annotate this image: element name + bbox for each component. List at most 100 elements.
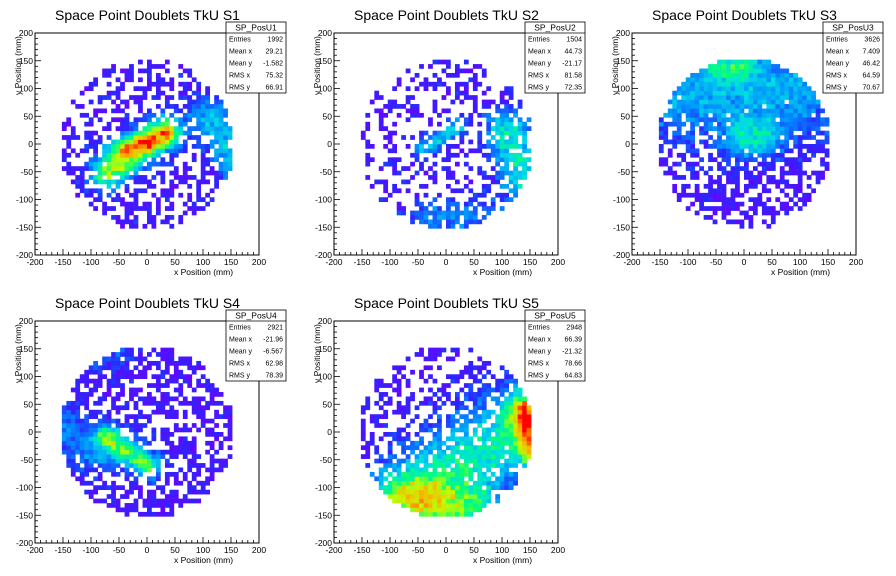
heatmap-cell [793,139,799,145]
heatmap-cell [129,157,134,163]
heatmap-cell [160,392,166,397]
heatmap-cell [133,503,139,508]
heatmap-cell [454,64,460,69]
heatmap-cell [169,498,175,504]
heatmap-cell [200,121,206,127]
heatmap-cell [129,414,134,419]
heatmap-cell [378,476,384,482]
heatmap-cell [97,369,103,375]
heatmap-cell [504,148,510,154]
heatmap-cell [365,445,371,451]
heatmap-cell [106,68,112,74]
heatmap-cell [463,432,469,437]
heatmap-cell [374,95,380,100]
heatmap-cell [766,95,772,100]
heatmap-cell [66,121,72,127]
heatmap-cell [766,59,772,65]
heatmap-cell [120,175,125,180]
heatmap-cell [155,409,161,415]
heatmap-cell [820,139,825,145]
heatmap-cell [155,471,161,477]
heatmap-cell [169,135,175,140]
heatmap-cell [481,374,487,380]
heatmap-cell [481,188,487,194]
heatmap-cell [468,489,474,495]
heatmap-cell [405,503,411,508]
heatmap-cell [481,494,487,499]
heatmap-cell [459,99,465,105]
heatmap-cell [495,387,501,393]
heatmap-cell [124,369,130,375]
heatmap-cell [744,170,749,176]
heatmap-cell [155,378,161,384]
heatmap-cell [218,108,224,114]
heatmap-cell [365,126,371,131]
heatmap-cell [748,86,754,92]
heatmap-cell [147,59,152,65]
heatmap-cell [160,179,166,185]
heatmap-cell [392,166,398,171]
heatmap-cell [151,400,157,406]
heatmap-cell [517,396,523,402]
heatmap-cell [169,405,175,411]
heatmap-cell [196,135,202,140]
heatmap-cell [196,197,202,203]
heatmap-cell [437,405,442,411]
heatmap-cell [205,467,211,473]
heatmap-cell [797,104,803,109]
heatmap-cell [499,157,505,163]
heatmap-cell [120,445,125,451]
heatmap-cell [708,192,713,198]
heatmap-cell [770,64,776,69]
heatmap-cell [757,126,763,131]
heatmap-cell [178,467,184,473]
heatmap-cell [129,485,134,491]
heatmap-cell [196,360,202,366]
heatmap-cell [504,121,510,127]
heatmap-cell [106,206,112,211]
heatmap-cell [446,392,451,397]
x-tick-label: -150 [54,257,71,267]
y-tick-label: 200 [318,28,332,38]
heatmap-cell [79,90,85,96]
heatmap-cell [490,480,496,486]
heatmap-cell [712,64,718,69]
y-tick-label: 50 [323,111,333,121]
heatmap-cell [508,121,514,127]
heatmap-cell [676,112,682,118]
heatmap-cell [815,121,821,127]
heatmap-cell [227,152,233,158]
heatmap-cell [138,99,143,105]
heatmap-cell [717,126,722,131]
y-tick-label: -50 [320,167,333,177]
heatmap-cell [164,206,170,211]
heatmap-cell [187,192,193,198]
heatmap-cell [481,489,487,495]
heatmap-cell [522,454,527,459]
heatmap-cell [374,458,380,464]
heatmap-cell [499,121,505,127]
heatmap-cell [517,423,523,428]
heatmap-cell [191,152,197,158]
y-tick-label: 200 [19,28,33,38]
heatmap-cell [396,400,402,406]
heatmap-cell [508,432,514,437]
heatmap-cell [218,170,224,176]
heatmap-cell [75,409,81,415]
heatmap-cell [739,99,745,105]
y-tick-label: -150 [16,510,33,520]
heatmap-cell [508,480,514,486]
heatmap-cell [214,117,219,123]
heatmap-cell [708,188,713,194]
heatmap-cell [708,157,713,163]
heatmap-cell [441,476,447,482]
heatmap-cell [504,108,510,114]
heatmap-cell [703,197,709,203]
heatmap-cell [739,223,745,229]
heatmap-cell [446,463,451,468]
heatmap-cell [419,161,424,167]
heatmap-cell [508,197,514,203]
heatmap-cell [182,90,188,96]
heatmap-cell [726,90,731,96]
heatmap-cell [178,436,184,442]
